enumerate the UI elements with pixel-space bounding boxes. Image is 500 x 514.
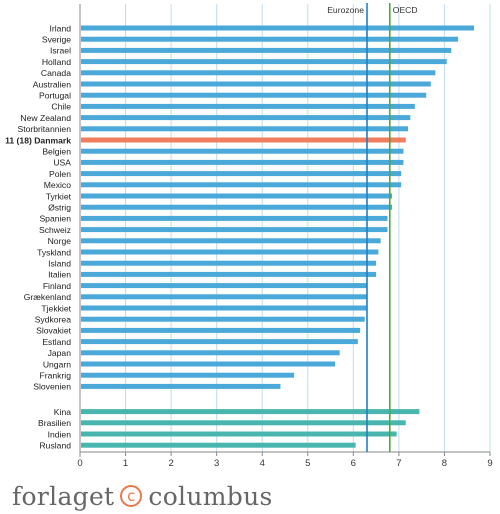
- category-label: Finland: [43, 281, 71, 291]
- bar: [81, 305, 367, 311]
- x-tick-label: 3: [214, 458, 219, 469]
- bar: [81, 420, 406, 426]
- x-tick-label: 4: [260, 458, 265, 469]
- bar: [81, 383, 281, 389]
- category-label: Brasilien: [38, 418, 71, 428]
- category-label: Kina: [54, 407, 71, 417]
- category-label: Grækenland: [24, 292, 72, 302]
- bar: [81, 171, 402, 177]
- category-label: Slovakiet: [36, 326, 71, 336]
- bar: [81, 47, 452, 53]
- bar: [81, 283, 367, 289]
- bar-chart: Irland SverigeIsraelHollandCanadaAustrali…: [5, 3, 493, 469]
- x-tick-label: 0: [77, 458, 82, 469]
- bar: [81, 25, 475, 31]
- bar: [81, 260, 377, 266]
- bar: [81, 103, 415, 109]
- category-label: Japan: [48, 348, 72, 358]
- x-tick-label: 2: [168, 458, 173, 469]
- bar: [81, 350, 340, 356]
- bar: [81, 193, 393, 199]
- bar: [81, 92, 427, 98]
- category-label: Belgien: [42, 147, 71, 157]
- category-label: Israel: [50, 46, 71, 56]
- category-label: Slovenien: [33, 382, 71, 392]
- bar: [81, 70, 436, 76]
- publisher-logo: forlaget c columbus: [12, 480, 273, 512]
- category-label: Tyskland: [37, 247, 71, 257]
- copyright-icon: c: [120, 485, 143, 507]
- bar: [81, 442, 356, 448]
- bar: [81, 215, 388, 221]
- x-tick-label: 1: [123, 458, 128, 469]
- bar: [81, 361, 336, 367]
- x-tick-label: 9: [487, 458, 492, 469]
- bar: [81, 271, 377, 277]
- category-label: Tjekkiet: [41, 303, 71, 313]
- category-label: Schweiz: [39, 225, 71, 235]
- bar: [81, 238, 381, 244]
- bar: [81, 327, 361, 333]
- category-label: Italien: [48, 270, 71, 280]
- x-tick-label: 8: [442, 458, 447, 469]
- category-label: Østrig: [48, 203, 71, 213]
- x-tick-label: 6: [351, 458, 356, 469]
- reference-label: OECD: [393, 5, 418, 15]
- category-label: New Zealand: [20, 113, 71, 123]
- bar: [81, 59, 447, 65]
- category-label: Irland: [50, 23, 72, 33]
- category-label: Mexico: [44, 180, 71, 190]
- category-label: USA: [53, 158, 71, 168]
- bar: [81, 126, 408, 132]
- category-label: Canada: [41, 68, 71, 78]
- category-label: Rusland: [39, 441, 71, 451]
- bar: [81, 81, 431, 87]
- category-label: Tyrkiet: [46, 191, 72, 201]
- category-label: Estland: [42, 337, 71, 347]
- category-label: Portugal: [39, 91, 71, 101]
- logo-text-left: forlaget: [12, 481, 115, 511]
- category-label: Chile: [51, 102, 71, 112]
- category-label: Island: [48, 259, 71, 269]
- bar: [81, 36, 459, 42]
- x-tick-label: 7: [396, 458, 401, 469]
- bar: [81, 137, 406, 143]
- category-label: Sydkorea: [35, 315, 72, 325]
- bar: [81, 431, 397, 437]
- bar: [81, 409, 420, 415]
- reference-label: Eurozone: [327, 5, 364, 15]
- category-label: Storbritannien: [17, 124, 71, 134]
- bar: [81, 294, 367, 300]
- bar: [81, 115, 411, 121]
- category-label: 11 (18) Danmark: [5, 135, 71, 145]
- x-tick-label: 5: [305, 458, 310, 469]
- category-label: Holland: [42, 57, 71, 67]
- category-label: Indien: [48, 429, 72, 439]
- bar: [81, 227, 388, 233]
- bar: [81, 159, 404, 165]
- bar: [81, 204, 393, 210]
- category-label: Spanien: [39, 214, 71, 224]
- bar: [81, 316, 365, 322]
- category-label: Frankrig: [39, 371, 71, 381]
- category-label: Sverige: [42, 35, 71, 45]
- category-label: Ungarn: [43, 359, 71, 369]
- bar: [81, 372, 295, 378]
- bar: [81, 339, 358, 345]
- logo-text-right: columbus: [148, 481, 273, 511]
- category-label: Polen: [49, 169, 71, 179]
- bar: [81, 182, 402, 188]
- bar: [81, 148, 404, 154]
- category-label: Norge: [48, 236, 72, 246]
- category-label: Australien: [33, 79, 71, 89]
- bar: [81, 249, 379, 255]
